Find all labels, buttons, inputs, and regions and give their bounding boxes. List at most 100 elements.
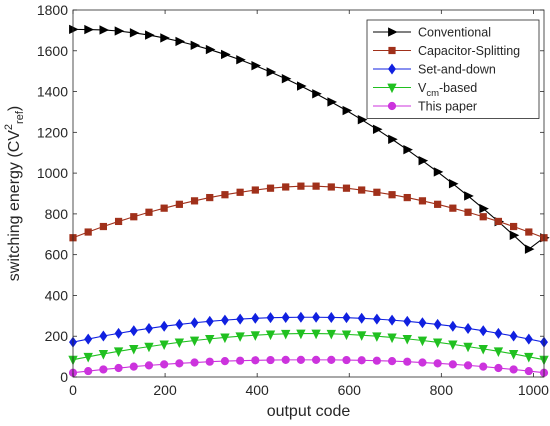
data-point (296, 329, 306, 340)
data-point (509, 365, 518, 374)
y-tick-label: 400 (45, 287, 69, 303)
data-point (388, 314, 397, 326)
data-point (114, 327, 123, 339)
data-point (403, 144, 413, 155)
data-point (281, 74, 292, 84)
y-tick-label: 1800 (37, 2, 68, 18)
legend-marker (388, 46, 396, 55)
data-point (357, 356, 366, 365)
x-axis-label: output code (267, 403, 351, 420)
data-point (524, 366, 533, 376)
data-point (251, 312, 260, 324)
data-point (494, 217, 503, 226)
axes: 0 200 400 600 800 1000 0 200 400 600 800 1000 1200 14… (37, 2, 549, 398)
data-point (524, 352, 534, 363)
data-point (297, 81, 307, 91)
data-point (494, 327, 503, 339)
data-point (205, 357, 214, 366)
data-point (312, 89, 322, 99)
data-point (220, 333, 230, 344)
data-point (99, 222, 107, 231)
data-point (356, 331, 367, 341)
data-point (525, 228, 533, 236)
data-point (190, 358, 199, 367)
data-point (281, 355, 290, 364)
data-point (327, 311, 336, 323)
data-point (524, 244, 535, 254)
data-point (236, 188, 244, 196)
legend-label-subscript: cm (426, 88, 439, 99)
data-point (175, 359, 184, 368)
data-point (190, 317, 199, 329)
legend-label: Capacitor-Splitting (418, 44, 520, 58)
data-point (129, 325, 138, 337)
data-point (251, 356, 260, 365)
data-point (417, 336, 428, 347)
data-point (99, 365, 108, 374)
data-point (190, 40, 201, 50)
data-point (479, 325, 488, 337)
data-point (463, 361, 473, 370)
x-tick-label: 0 (69, 382, 77, 398)
data-point (311, 355, 321, 364)
data-point (327, 97, 337, 107)
data-point (449, 204, 457, 212)
data-point (509, 330, 518, 342)
data-point (236, 55, 246, 65)
data-point (129, 362, 138, 371)
data-point (206, 193, 214, 202)
data-point (144, 322, 153, 334)
data-point (84, 366, 93, 376)
legend-label-text: Conventional (418, 26, 491, 40)
legend-label-suffix: -based (439, 81, 477, 95)
data-point (448, 179, 459, 189)
data-point (221, 49, 231, 60)
data-point (372, 124, 383, 134)
data-point (266, 184, 275, 192)
data-point (220, 356, 230, 366)
data-point (250, 331, 261, 341)
data-point (160, 360, 169, 369)
data-point (145, 30, 155, 40)
legend-marker (388, 63, 396, 75)
data-point (403, 193, 411, 202)
data-point (358, 186, 366, 194)
data-point (160, 204, 168, 212)
data-point (235, 332, 245, 342)
data-point (175, 200, 183, 208)
data-point (266, 355, 275, 365)
data-point (98, 350, 109, 360)
data-point (403, 357, 412, 366)
data-point (357, 115, 368, 125)
data-point (69, 24, 79, 35)
data-point (479, 203, 489, 214)
data-point (418, 155, 429, 166)
y-tick-label: 200 (45, 328, 69, 344)
data-point (189, 336, 200, 347)
data-point (174, 338, 185, 349)
data-point (403, 315, 412, 327)
data-point (479, 213, 487, 221)
data-point (175, 318, 184, 330)
data-point (221, 191, 229, 199)
data-point (83, 352, 93, 363)
y-tick-label: 1400 (37, 84, 68, 100)
data-point (129, 28, 140, 38)
data-point (433, 167, 444, 177)
legend-label-text: Set-and-down (418, 63, 496, 77)
data-point (433, 359, 442, 368)
data-point (342, 184, 351, 192)
data-point (342, 105, 353, 116)
legend-label: Set-and-down (418, 63, 496, 77)
data-point (479, 362, 488, 371)
data-point (432, 338, 443, 349)
data-point (236, 313, 245, 325)
data-point (99, 25, 110, 35)
data-point (418, 317, 427, 329)
x-tick-label: 600 (338, 382, 362, 398)
legend-label-text: Capacitor-Splitting (418, 44, 520, 58)
data-point (175, 36, 186, 47)
data-point (266, 67, 277, 77)
data-point (205, 315, 214, 327)
